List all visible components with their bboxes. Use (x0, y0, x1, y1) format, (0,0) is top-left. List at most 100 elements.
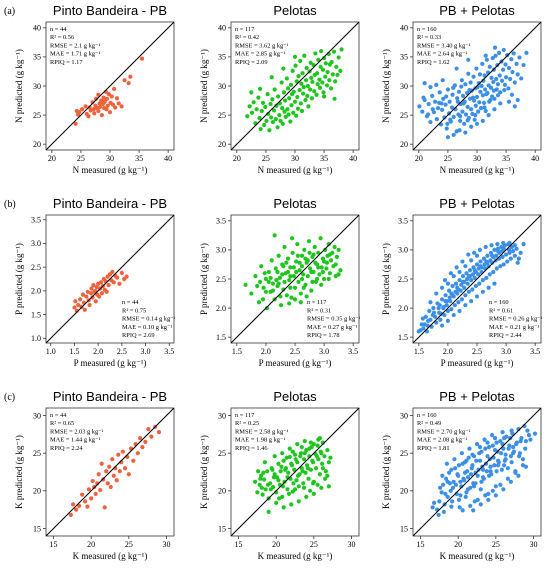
data-point (114, 478, 119, 483)
data-point (469, 278, 474, 283)
data-point (288, 285, 293, 290)
x-tick-label: 20 (272, 540, 280, 549)
data-point (281, 505, 286, 510)
data-point (451, 85, 456, 90)
data-point (442, 312, 447, 318)
data-point (116, 452, 121, 457)
data-point (483, 244, 488, 250)
data-point (111, 473, 116, 478)
data-point (126, 472, 131, 477)
data-point (93, 491, 98, 496)
stat-line: RMSE = 2.1 g kg⁻¹ (50, 42, 100, 49)
data-point (317, 85, 323, 90)
x-tick-label: 30 (347, 540, 355, 549)
data-point (313, 260, 318, 265)
data-point (463, 130, 468, 135)
data-point (492, 107, 497, 112)
data-point (319, 282, 324, 287)
data-point (92, 484, 97, 490)
data-point (273, 117, 278, 122)
y-tick-label: 2.0 (398, 304, 408, 313)
y-tick-label: 40 (400, 24, 408, 33)
data-point (306, 239, 312, 244)
data-point (295, 253, 301, 258)
data-point (94, 284, 99, 290)
data-point (474, 94, 480, 100)
data-point (256, 95, 261, 100)
data-point (276, 281, 281, 286)
data-point (326, 241, 331, 247)
data-point (463, 494, 468, 499)
data-point (441, 482, 446, 487)
data-point (260, 100, 266, 105)
data-point (106, 92, 111, 97)
y-axis-label: P predicted (g kg⁻¹) (381, 243, 391, 315)
data-point (312, 244, 317, 250)
data-point (450, 92, 455, 97)
panel-title: Pinto Bandeira - PB (53, 3, 167, 18)
x-axis-label: K measured (g kg⁻¹) (73, 551, 148, 561)
x-tick-label: 3.0 (319, 347, 329, 356)
panel-title: Pelotas (273, 196, 317, 211)
data-point (282, 279, 287, 285)
data-point (437, 499, 442, 504)
data-point (449, 291, 454, 296)
x-tick-label: 35 (135, 154, 143, 163)
data-point (483, 87, 488, 92)
data-point (98, 104, 103, 110)
data-point (303, 97, 308, 103)
data-point (514, 246, 519, 251)
data-point (263, 289, 269, 294)
data-point (99, 291, 105, 296)
data-point (479, 479, 484, 484)
data-point (313, 466, 319, 471)
data-point (495, 241, 500, 247)
data-point (497, 73, 502, 78)
data-point (465, 104, 470, 110)
data-point (469, 124, 474, 129)
x-tick-label: 20 (87, 540, 95, 549)
data-point (110, 269, 115, 274)
stat-line: RPIQ = 1.46 (235, 445, 268, 452)
data-point (270, 119, 275, 125)
data-point (296, 484, 301, 489)
data-point (302, 247, 307, 253)
data-point (117, 281, 122, 286)
data-point (494, 266, 499, 271)
data-point (451, 273, 456, 279)
data-point (274, 103, 279, 108)
data-point (292, 285, 298, 290)
y-tick-label: 15 (400, 524, 408, 533)
data-point (298, 58, 303, 64)
data-point (117, 469, 122, 474)
data-point (312, 89, 317, 94)
data-point (284, 260, 289, 265)
data-point (470, 95, 476, 100)
data-point (281, 287, 286, 292)
data-point (420, 316, 425, 321)
data-point (243, 282, 248, 287)
data-point (76, 302, 81, 308)
data-point (462, 121, 467, 126)
data-point (298, 454, 303, 459)
data-point (492, 448, 498, 453)
data-point (492, 247, 497, 253)
data-point (73, 299, 78, 304)
data-point (311, 252, 316, 257)
data-point (289, 502, 294, 507)
data-point (468, 80, 473, 85)
data-point (309, 96, 314, 101)
data-point (293, 457, 298, 462)
data-point (457, 269, 462, 275)
panel-title: Pelotas (273, 3, 317, 18)
data-point (292, 487, 298, 492)
x-tick-label: 25 (310, 540, 318, 549)
data-point (87, 302, 92, 308)
x-tick-label: 25 (125, 540, 133, 549)
panel-title: PB + Pelotas (439, 389, 515, 404)
stat-line: RMSE = 0.14 g kg⁻¹ (122, 316, 176, 323)
stat-line: RMSE = 2.58 g kg⁻¹ (235, 428, 289, 435)
data-point (311, 491, 316, 496)
data-point (269, 258, 274, 263)
